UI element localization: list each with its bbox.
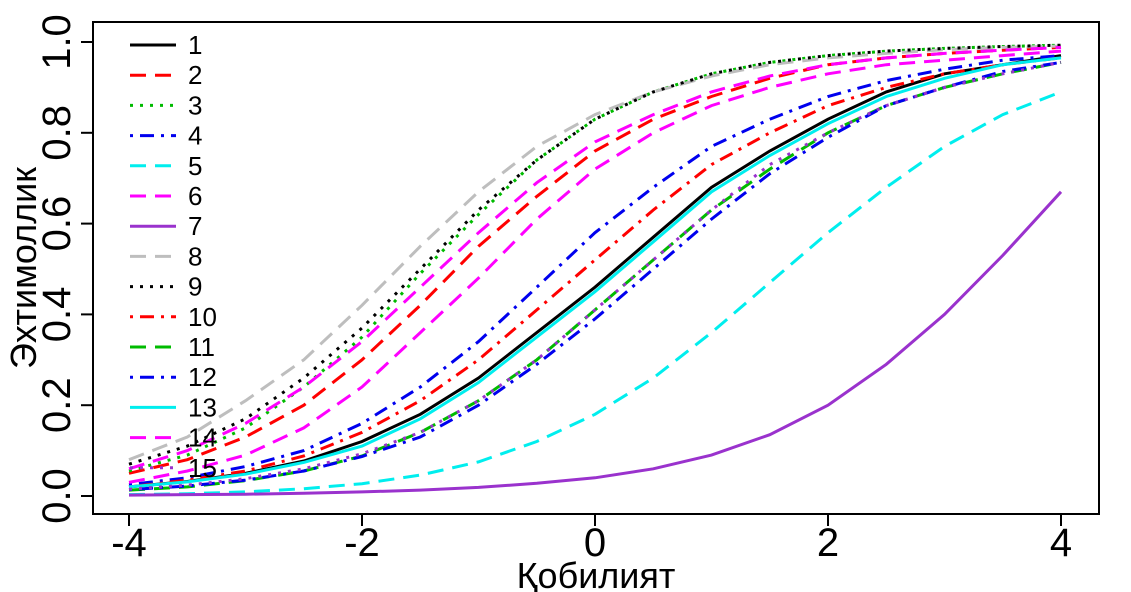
series-line-14 [128, 45, 1062, 471]
legend-label-10: 10 [188, 302, 217, 332]
legend-label-9: 9 [188, 272, 202, 302]
series-line-7 [128, 190, 1063, 497]
x-axis-label: Қобилият [517, 555, 676, 592]
x-tick-label: -2 [344, 521, 380, 565]
y-axis-label: Эхтимоллик [3, 167, 44, 369]
series-line-10 [128, 56, 1062, 489]
x-tick-label: 2 [817, 521, 839, 565]
y-tick-label: 1.0 [35, 14, 79, 70]
series-line-8 [128, 44, 1062, 462]
x-tick-label: 4 [1050, 521, 1072, 565]
legend-label-3: 3 [188, 90, 202, 120]
y-tick-label: 0.2 [35, 377, 79, 433]
series-line-13 [128, 56, 1062, 489]
legend-label-13: 13 [188, 392, 217, 422]
legend-label-4: 4 [188, 121, 202, 151]
legend-label-14: 14 [188, 423, 217, 453]
y-tick-label: 0.8 [35, 105, 79, 161]
legend-label-6: 6 [188, 181, 202, 211]
series-line-5 [128, 90, 1062, 497]
legend-label-12: 12 [188, 362, 217, 392]
legend-label-2: 2 [188, 60, 202, 90]
plot-frame [92, 21, 1100, 515]
x-tick-label: -4 [111, 521, 147, 565]
legend-label-11: 11 [188, 332, 215, 362]
legend-label-5: 5 [188, 151, 202, 181]
x-axis: -4 -2 0 2 4 [111, 513, 1072, 565]
series-line-9 [128, 43, 1062, 466]
series-line-15 [128, 60, 1062, 491]
series-line-2 [128, 45, 1062, 475]
y-tick-label: 0.6 [35, 196, 79, 252]
series-line-4 [128, 54, 1062, 487]
legend-label-8: 8 [188, 241, 202, 271]
series-line-11 [128, 60, 1062, 492]
series-line-6 [128, 49, 1062, 484]
series-layer [128, 43, 1063, 497]
y-axis: 0.0 0.2 0.4 0.6 0.8 1.0 [35, 14, 93, 524]
y-tick-label: 0.4 [35, 287, 79, 343]
legend-label-1: 1 [188, 30, 202, 60]
legend-label-15: 15 [188, 453, 217, 483]
legend-label-7: 7 [188, 211, 202, 241]
series-line-12 [128, 60, 1062, 492]
y-tick-label: 0.0 [35, 468, 79, 524]
x-tick-label: 0 [584, 521, 606, 565]
series-line-3 [128, 43, 1062, 473]
